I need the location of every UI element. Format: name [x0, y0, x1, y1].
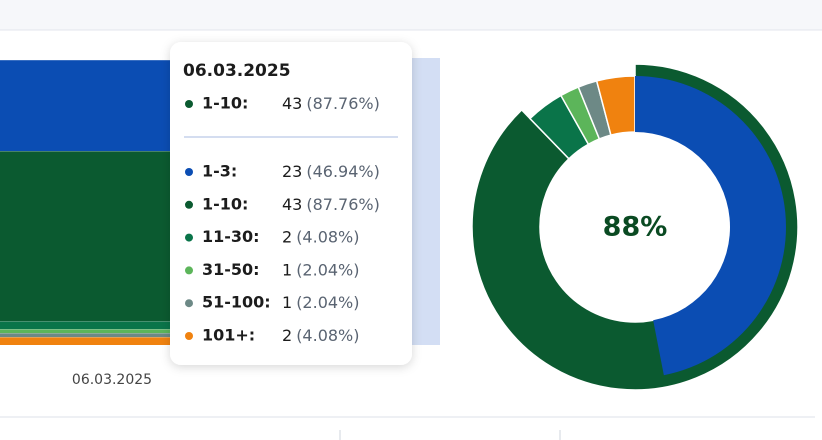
tooltip-series-name: 101+: — [202, 326, 255, 345]
donut-center-label: 88% — [603, 212, 668, 243]
legend-dot — [185, 266, 193, 275]
tooltip-percent: (4.08%) — [296, 326, 359, 345]
area-segment — [0, 321, 300, 330]
tooltip-value: 2 (4.08%) — [282, 326, 360, 345]
area-segment — [0, 333, 300, 338]
tooltip-percent: (46.94%) — [306, 162, 380, 181]
legend-dot — [185, 332, 193, 340]
tooltip-series-name: 31-50: — [202, 260, 260, 279]
tooltip-percent: (4.08%) — [296, 227, 359, 246]
tooltip-count: 43 — [282, 194, 302, 213]
legend-dot — [185, 168, 193, 176]
tooltip — [170, 42, 412, 365]
legend-dot — [185, 200, 193, 209]
tooltip-percent: (2.04%) — [296, 293, 359, 312]
area-segment — [0, 329, 300, 334]
tooltip-series-name: 1-3: — [202, 162, 237, 181]
tooltip-percent: (87.76%) — [306, 194, 380, 213]
tooltip-count: 2 — [282, 227, 292, 246]
tooltip-count: 43 — [282, 94, 302, 113]
tooltip-series-name: 11-30: — [202, 227, 260, 246]
legend-dot — [185, 100, 193, 108]
tooltip-series-name: 51-100: — [202, 293, 271, 312]
tooltip-value: 43 (87.76%) — [282, 194, 380, 213]
legend-dot — [185, 299, 193, 308]
tooltip-count: 1 — [282, 260, 292, 279]
x-tick-label: 06.03.2025 — [72, 372, 152, 388]
tooltip-title: 06.03.2025 — [183, 61, 291, 81]
tooltip-count: 1 — [282, 293, 292, 312]
donut-segment — [635, 76, 787, 376]
tooltip-value: 1 (2.04%) — [282, 260, 360, 279]
tooltip-series-name: 1-10: — [202, 194, 248, 213]
tooltip-value: 43 (87.76%) — [282, 94, 380, 113]
area-segment — [0, 337, 300, 345]
tooltip-count: 23 — [282, 162, 302, 181]
tooltip-percent: (87.76%) — [306, 94, 380, 113]
tooltip-count: 2 — [282, 326, 292, 345]
tooltip-value: 23 (46.94%) — [282, 162, 380, 181]
tooltip-value: 1 (2.04%) — [282, 293, 360, 312]
tooltip-series-name: 1-10: — [202, 94, 248, 113]
tooltip-value: 2 (4.08%) — [282, 227, 360, 246]
tooltip-percent: (2.04%) — [296, 260, 359, 279]
top-bar — [0, 0, 822, 30]
legend-dot — [185, 233, 193, 242]
